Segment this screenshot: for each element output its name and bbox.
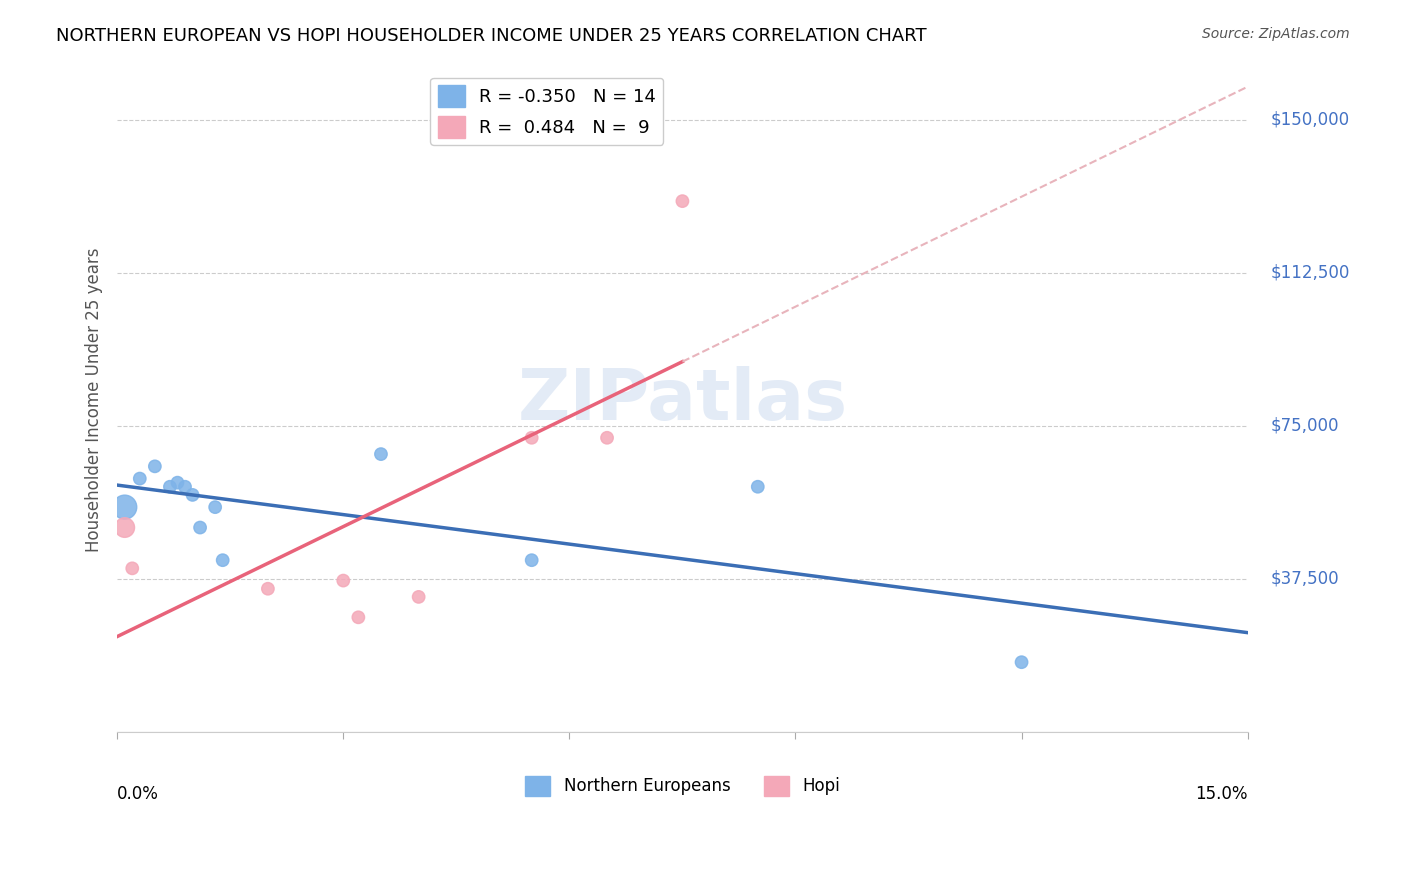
Point (332, 574, 354, 588)
Point (596, 431, 619, 445)
Point (128, 472, 150, 486)
Text: NORTHERN EUROPEAN VS HOPI HOUSEHOLDER INCOME UNDER 25 YEARS CORRELATION CHART: NORTHERN EUROPEAN VS HOPI HOUSEHOLDER IN… (56, 27, 927, 45)
Point (408, 590, 430, 604)
Text: Source: ZipAtlas.com: Source: ZipAtlas.com (1202, 27, 1350, 41)
Text: $37,500: $37,500 (1270, 570, 1339, 588)
Point (143, 459, 166, 474)
Point (188, 520, 211, 534)
Point (671, 194, 693, 208)
Point (370, 447, 392, 461)
Point (520, 553, 543, 567)
Point (257, 582, 280, 596)
Point (347, 610, 370, 624)
Text: ZIPatlas: ZIPatlas (517, 366, 848, 434)
Point (121, 561, 143, 575)
Point (747, 480, 769, 494)
Point (204, 500, 226, 515)
Point (181, 488, 204, 502)
Point (520, 431, 543, 445)
Point (114, 520, 136, 534)
Point (114, 500, 136, 515)
Point (159, 480, 181, 494)
Point (174, 480, 197, 494)
Y-axis label: Householder Income Under 25 years: Householder Income Under 25 years (86, 248, 103, 552)
Point (211, 553, 233, 567)
Text: 0.0%: 0.0% (117, 785, 159, 803)
Text: $112,500: $112,500 (1270, 263, 1350, 282)
Text: $75,000: $75,000 (1270, 417, 1339, 434)
Legend: Northern Europeans, Hopi: Northern Europeans, Hopi (519, 769, 846, 803)
Point (166, 475, 188, 490)
Text: $150,000: $150,000 (1270, 111, 1350, 128)
Point (1011, 655, 1033, 669)
Text: 15.0%: 15.0% (1195, 785, 1247, 803)
